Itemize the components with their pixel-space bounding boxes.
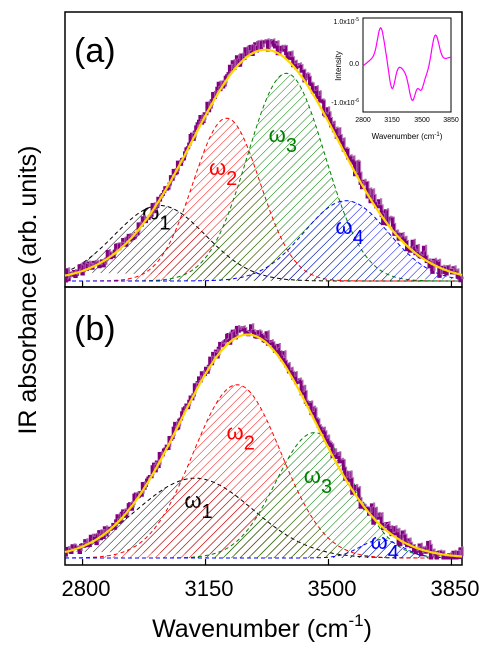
x-axis: 2800 3150 3500 3850 [62, 576, 480, 601]
inset-ylabel: Intensity [334, 51, 343, 81]
inset-ytick-top: 1.0x10-5 [334, 17, 360, 26]
component-3-label: ω3 [269, 122, 297, 157]
inset-xtick-3: 3500 [414, 117, 430, 124]
component-3-fill [65, 73, 462, 281]
inset-derivative-plot: 1.0x10-5 0.0 -1.0x10-6 Intensity 2800 31… [331, 17, 459, 141]
panel-a-tag: (a) [74, 32, 116, 70]
component-2-label: ω2 [227, 419, 255, 454]
component-4-label: ω4 [371, 529, 399, 564]
inset-xtick-1: 2800 [355, 117, 371, 124]
fit-envelope [64, 48, 463, 277]
component-4-curve [65, 539, 462, 559]
x-tick-label-3850: 3850 [431, 576, 480, 601]
x-tick-label-3150: 3150 [185, 576, 234, 601]
panel-b-tag: (b) [74, 310, 116, 348]
panel-b-frame [64, 286, 463, 566]
x-tick-label-2800: 2800 [62, 576, 111, 601]
component-3-fill [65, 432, 462, 558]
x-tick-label-3500: 3500 [308, 576, 357, 601]
inset-ytick-bottom: -1.0x10-6 [331, 98, 359, 107]
fit-envelope [64, 333, 463, 558]
inset-xlabel: Wavenumber (cm-1) [372, 132, 443, 141]
component-4-fill [65, 200, 462, 281]
y-axis-label: IR absorbance (arb. units) [14, 145, 42, 434]
component-4-curve [65, 200, 463, 282]
component-3-label: ω3 [304, 463, 332, 498]
component-4-label: ω4 [335, 214, 363, 249]
component-2-label: ω2 [209, 155, 237, 190]
inset-xtick-4: 3850 [443, 117, 459, 124]
x-axis-label: Wavenumber (cm-1) [152, 611, 372, 643]
component-4-fill [65, 539, 462, 558]
inset-frame [362, 17, 452, 113]
inset-ytick-mid: 0.0 [349, 61, 359, 68]
inset-line [362, 26, 452, 101]
inset-xtick-2: 3150 [384, 117, 400, 124]
